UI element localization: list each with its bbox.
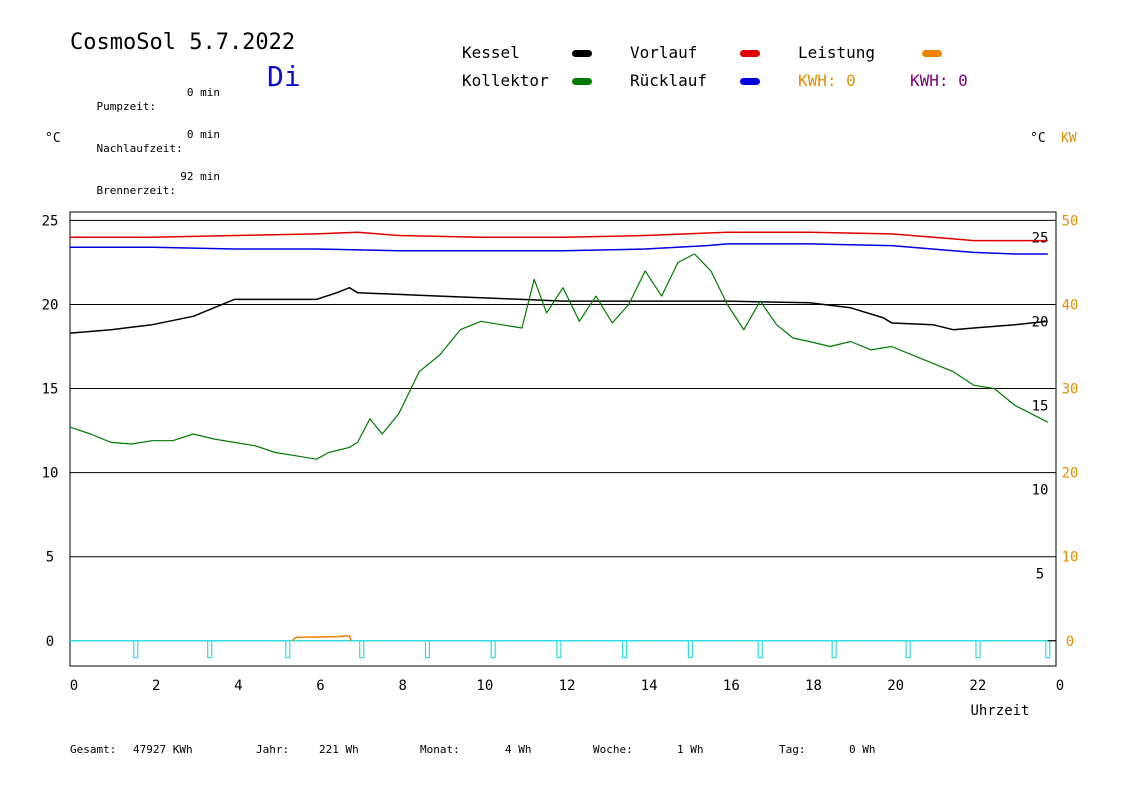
pump-pulse <box>1045 640 1051 659</box>
plot-frame <box>69 211 1057 667</box>
legend-kessel-label: Kessel <box>462 43 520 62</box>
y-right-power-tick-label: 30 <box>1062 382 1079 398</box>
x-tick-label: 14 <box>641 678 658 694</box>
x-tick-label: 4 <box>234 678 242 694</box>
weekday-label: Di <box>267 60 301 93</box>
pump-pulse <box>556 640 562 659</box>
x-tick-label: 8 <box>398 678 406 694</box>
x-tick-label: 2 <box>152 678 160 694</box>
pump-pulse <box>285 640 291 659</box>
x-tick-label: 0 <box>70 678 78 694</box>
stats-block: Pumpzeit: 0 min Nachlaufzeit: 0 min Bren… <box>70 58 221 198</box>
footer-woche-value: 1 Wh <box>677 743 704 756</box>
pump-pulse <box>207 640 213 659</box>
x-tick-label: 22 <box>969 678 986 694</box>
stat-row-nachlaufzeit: Nachlaufzeit: 0 min <box>70 128 221 155</box>
pump-pulse <box>687 640 693 659</box>
legend-vorlauf-swatch <box>740 50 760 57</box>
legend-kollektor-swatch <box>572 78 592 85</box>
pump-pulse <box>622 640 628 659</box>
y-left-tick-label: 5 <box>46 550 54 566</box>
series-kollektor-line <box>69 253 1049 460</box>
stat-label: Nachlaufzeit: <box>96 142 183 155</box>
x-tick-label: 6 <box>316 678 324 694</box>
pump-pulse <box>490 640 496 659</box>
right-axis-power-unit: KW <box>1061 131 1077 146</box>
footer-monat-value: 4 Wh <box>505 743 532 756</box>
y-right-power-tick-label: 0 <box>1066 634 1074 650</box>
x-tick-label: 20 <box>887 678 904 694</box>
pump-pulse <box>133 640 139 659</box>
footer-tag-value: 0 Wh <box>849 743 876 756</box>
series-rcklauf-line <box>70 243 1048 255</box>
series-leistung-line <box>291 634 353 642</box>
footer-gesamt-value: 47927 KWh <box>133 743 193 756</box>
legend-ruecklauf-swatch <box>740 78 760 85</box>
pump-pulse <box>757 640 763 659</box>
pump-pulse <box>905 640 911 659</box>
y-right-temp-tick-label: 5 <box>1036 567 1044 583</box>
x-tick-label: 12 <box>559 678 576 694</box>
footer-monat-label: Monat: <box>420 743 460 756</box>
y-right-power-tick-label: 40 <box>1062 297 1079 313</box>
legend-leistung-label: Leistung <box>798 43 876 62</box>
pump-pulse <box>359 640 365 659</box>
legend-ruecklauf-label: Rücklauf <box>630 71 708 90</box>
stat-row-pumpzeit: Pumpzeit: 0 min <box>70 86 221 113</box>
y-right-temp-tick-label: 25 <box>1032 230 1049 246</box>
legend-kollektor-label: Kollektor <box>462 71 549 90</box>
y-left-tick-label: 15 <box>42 382 59 398</box>
y-left-tick-label: 0 <box>46 634 54 650</box>
left-axis-unit: °C <box>45 131 61 146</box>
footer-jahr-value: 221 Wh <box>319 743 359 756</box>
page-title: CosmoSol 5.7.2022 <box>70 30 296 55</box>
y-left-tick-label: 20 <box>42 297 59 313</box>
legend-leistung-swatch <box>922 50 942 57</box>
footer-woche-label: Woche: <box>593 743 633 756</box>
stat-value: 0 min <box>186 86 220 99</box>
stat-value: 92 min <box>180 170 220 183</box>
pump-pulse <box>975 640 981 659</box>
x-tick-label: 18 <box>805 678 822 694</box>
series-kessel-line <box>69 286 1048 334</box>
pump-pulse <box>831 640 837 659</box>
x-axis-label: Uhrzeit <box>970 703 1029 719</box>
y-left-tick-label: 10 <box>42 466 59 482</box>
y-left-tick-label: 25 <box>42 213 59 229</box>
stat-row-brennerzeit: Brennerzeit: 92 min <box>70 170 221 197</box>
x-tick-label: 16 <box>723 678 740 694</box>
x-tick-label: 0 <box>1056 678 1064 694</box>
right-axis-temp-unit: °C <box>1030 131 1046 146</box>
x-tick-label: 10 <box>476 678 493 694</box>
y-right-temp-tick-label: 10 <box>1032 483 1049 499</box>
stat-label: Pumpzeit: <box>96 100 157 113</box>
footer-jahr-label: Jahr: <box>256 743 290 756</box>
legend-kessel-swatch <box>572 50 592 57</box>
stat-value: 0 min <box>186 128 220 141</box>
footer-gesamt-label: Gesamt: <box>70 743 117 756</box>
y-right-temp-tick-label: 15 <box>1032 399 1049 415</box>
y-right-power-tick-label: 10 <box>1062 550 1079 566</box>
y-right-power-tick-label: 50 <box>1062 213 1079 229</box>
footer-tag-label: Tag: <box>779 743 806 756</box>
legend-vorlauf-label: Vorlauf <box>630 43 698 62</box>
legend-kwh-solar: KWH: 0 <box>798 71 856 90</box>
stat-label: Brennerzeit: <box>96 184 176 197</box>
y-right-power-tick-label: 20 <box>1062 466 1079 482</box>
pump-pulse <box>424 640 431 659</box>
legend-kwh-other: KWH: 0 <box>910 71 968 90</box>
series-vorlauf-line <box>70 231 1048 242</box>
